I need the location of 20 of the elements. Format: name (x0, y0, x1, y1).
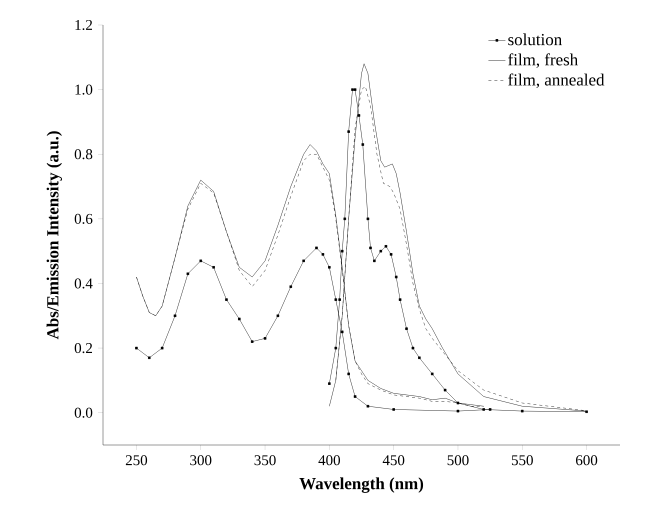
x-axis-title: Wavelength (nm) (299, 477, 424, 493)
x-tick-label: 300 (190, 455, 212, 466)
y-tick-label: 0.0 (74, 408, 92, 418)
legend-label: film, annealed (508, 73, 604, 88)
x-tick-label: 450 (382, 455, 404, 466)
x-tick-label: 250 (126, 455, 148, 466)
y-tick-label: 0.6 (74, 214, 92, 224)
y-tick-label: 0.4 (74, 278, 93, 289)
y-tick-label: 0.2 (74, 343, 92, 354)
legend-label: film, fresh (508, 53, 578, 68)
x-tick-label: 400 (318, 455, 340, 466)
y-tick-label: 0.8 (74, 149, 92, 160)
legend-label: solution (508, 33, 562, 46)
x-tick-label: 350 (254, 455, 276, 466)
x-tick-label: 500 (448, 455, 469, 466)
x-tick-label: 600 (576, 455, 598, 466)
y-axis-title: Abs/Emission Intensity (a.u.) (46, 131, 62, 340)
y-tick-label: 1.2 (75, 20, 92, 30)
y-tick-label: 1.0 (75, 84, 92, 95)
x-tick-label: 550 (512, 455, 533, 466)
